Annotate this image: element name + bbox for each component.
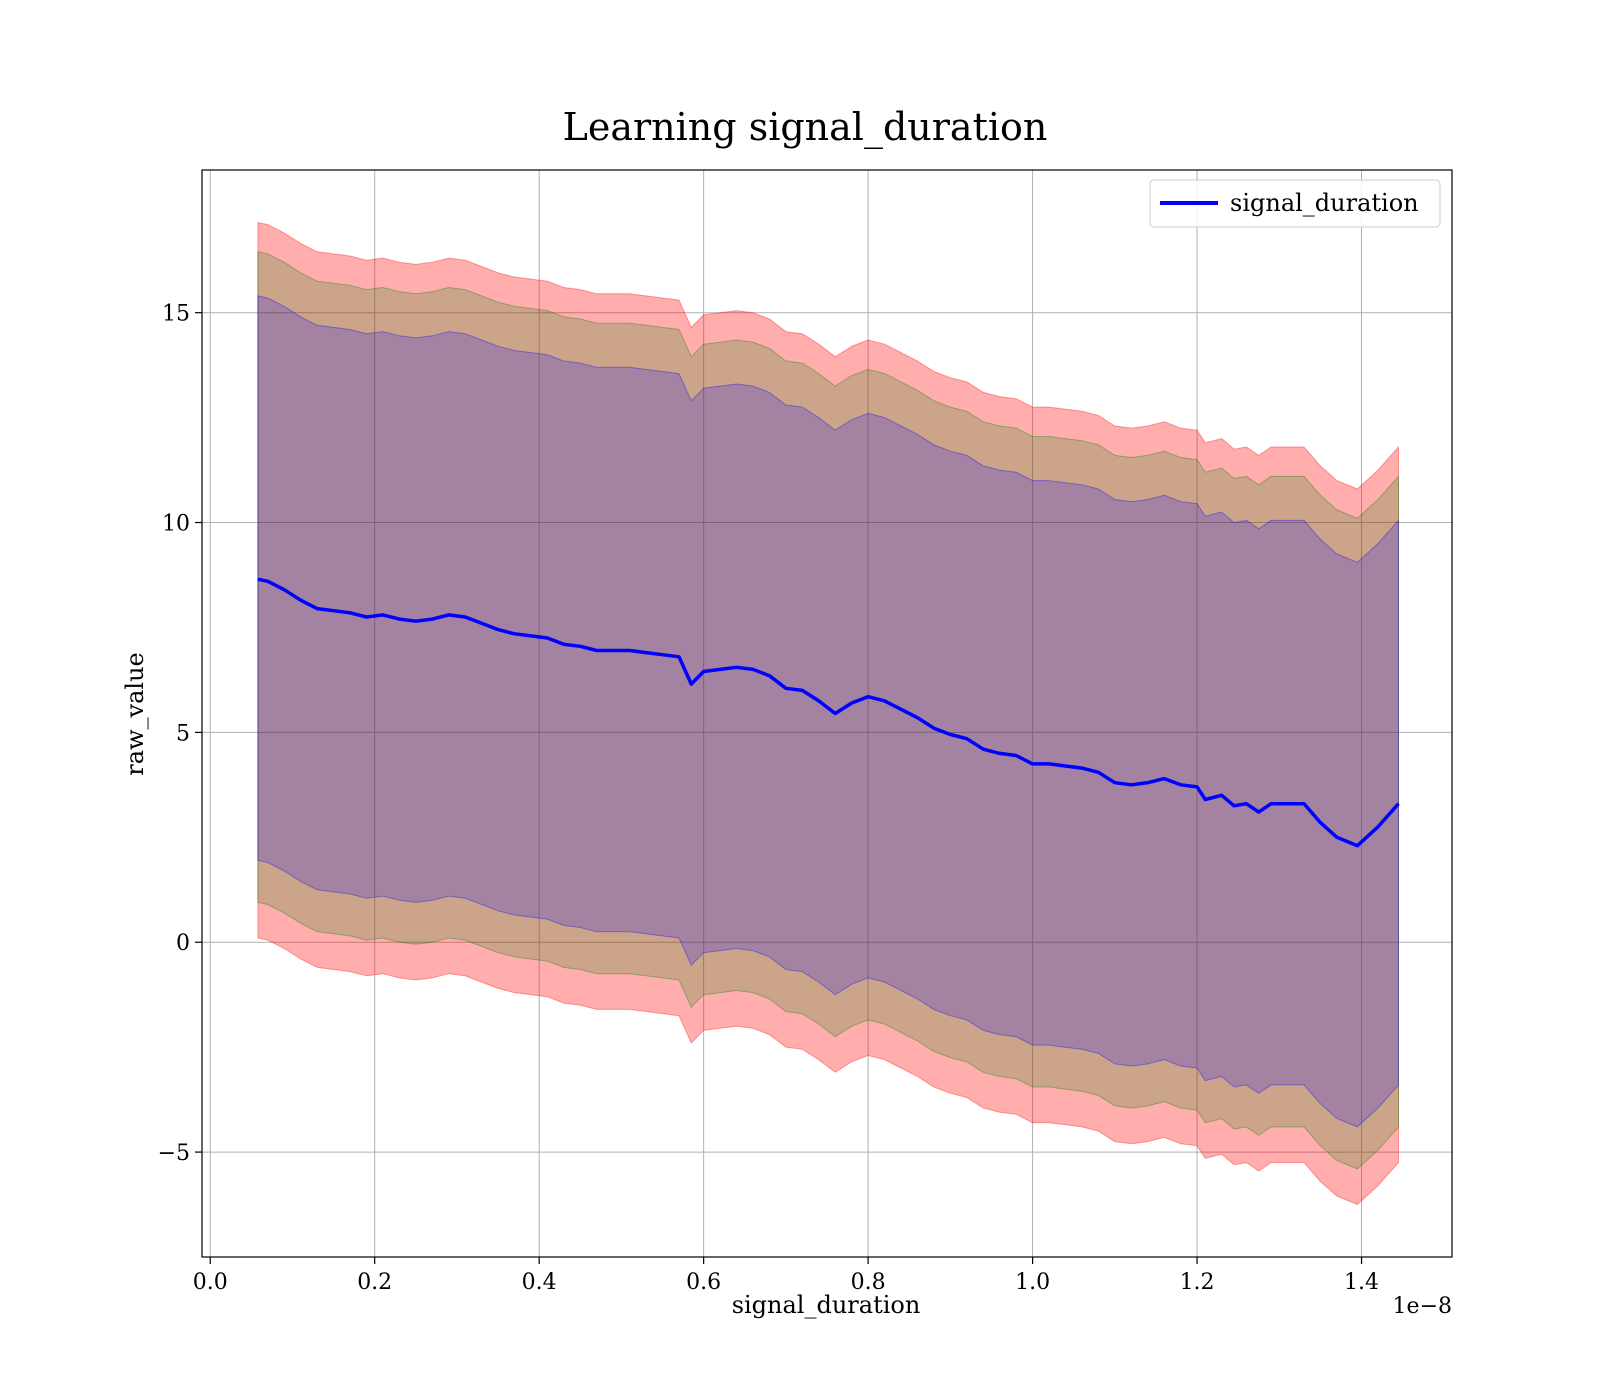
x-tick-label: 0.0 bbox=[193, 1270, 228, 1295]
band-outer bbox=[257, 221, 1399, 1206]
legend-entry-signal-duration: signal_duration bbox=[1230, 189, 1419, 217]
y-axis-label: raw_value bbox=[121, 652, 149, 776]
y-tick-label: 10 bbox=[162, 512, 190, 537]
confidence-bands bbox=[257, 221, 1399, 1206]
x-axis-label: signal_duration bbox=[732, 1291, 921, 1319]
x-tick-label: 1.4 bbox=[1344, 1270, 1379, 1295]
legend: signal_duration bbox=[1149, 179, 1441, 228]
x-tick-label: 1.0 bbox=[1015, 1270, 1050, 1295]
grid bbox=[202, 170, 1452, 1257]
y-tick-label: −5 bbox=[158, 1141, 190, 1166]
x-tick-label: 0.4 bbox=[522, 1270, 557, 1295]
band-inner bbox=[257, 295, 1399, 1128]
y-tick-label: 5 bbox=[176, 721, 190, 746]
legend-box bbox=[1149, 179, 1441, 228]
x-tick-label: 0.6 bbox=[686, 1270, 721, 1295]
chart-title: Learning signal_duration bbox=[563, 105, 1048, 150]
y-tick-label: 0 bbox=[176, 931, 190, 956]
band-middle bbox=[257, 251, 1399, 1170]
y-tick-label: 15 bbox=[162, 302, 190, 327]
series-line-signal-duration bbox=[257, 577, 1400, 848]
x-axis-offset-label: 1e−8 bbox=[1393, 1294, 1452, 1319]
series-lines bbox=[257, 577, 1400, 848]
y-axis-ticks: −5 0 5 10 15 bbox=[158, 302, 202, 1166]
x-tick-label: 0.2 bbox=[357, 1270, 392, 1295]
plot-frame bbox=[201, 169, 1453, 1258]
x-tick-label: 0.8 bbox=[851, 1270, 886, 1295]
x-axis-ticks: 0.0 0.2 0.4 0.6 0.8 1.0 1.2 1.4 bbox=[193, 1257, 1379, 1295]
x-tick-label: 1.2 bbox=[1180, 1270, 1215, 1295]
